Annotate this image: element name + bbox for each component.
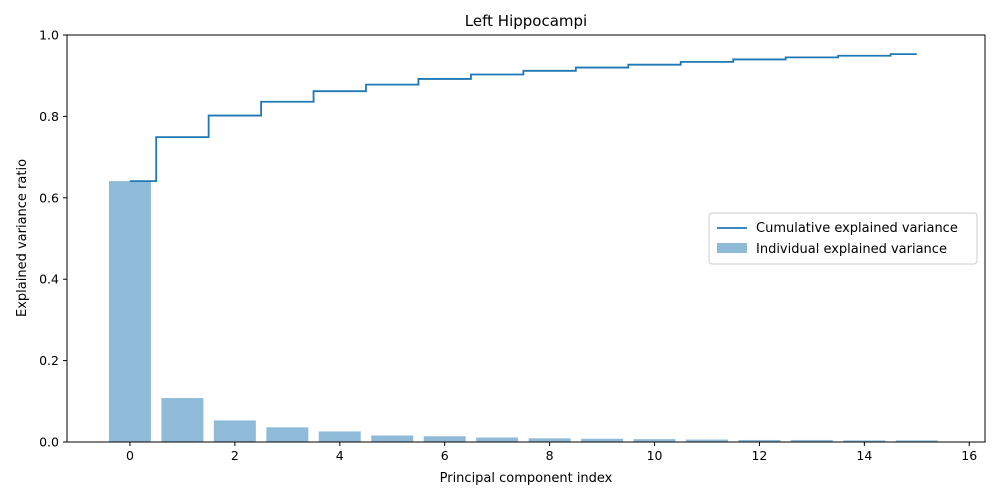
bar-pc-14 [843,440,886,442]
x-tick-label: 2 [231,448,239,463]
bar-pc-13 [790,439,833,442]
cumulative-step-line [129,53,917,183]
x-tick-label: 6 [441,448,449,463]
bar-pc-15 [895,440,938,442]
y-tick-label: 0.2 [39,353,59,368]
y-tick-label: 1.0 [39,28,59,43]
x-tick-label: 0 [126,448,134,463]
chart-title: Left Hippocampi [465,12,587,30]
bar-pc-11 [685,439,728,442]
bar-pc-6 [423,436,466,442]
bar-pc-9 [581,438,624,442]
bar-pc-7 [476,437,519,442]
legend-label-individual: Individual explained variance [756,242,947,257]
y-tick-label: 0.8 [39,109,59,124]
x-tick-label: 14 [856,448,872,463]
x-tick-label: 4 [336,448,344,463]
bar-pc-12 [738,439,781,442]
x-tick-label: 12 [751,448,767,463]
y-tick-label: 0.0 [39,435,59,450]
x-axis-label: Principal component index [440,471,613,486]
plot-frame [66,34,986,443]
bar-pc-10 [633,439,676,442]
bar-pc-2 [213,420,256,442]
cumulative-step-series [129,53,917,183]
bar-series [108,181,938,442]
y-axis-ticks: 0.0 0.2 0.4 0.6 0.8 1.0 [39,28,67,450]
y-axis-label: Explained variance ratio [15,159,30,317]
x-tick-label: 10 [647,448,663,463]
bar-pc-8 [528,438,571,442]
legend-label-cumulative: Cumulative explained variance [756,221,958,236]
legend: Cumulative explained variance Individual… [708,212,978,265]
y-tick-label: 0.4 [39,272,59,287]
bar-pc-0 [108,181,151,442]
x-axis-ticks: 0 2 4 6 8 10 12 14 16 [126,442,977,463]
legend-bar-swatch [717,243,747,253]
bar-pc-1 [161,398,204,442]
x-tick-label: 16 [961,448,977,463]
legend-box [708,212,978,265]
bar-pc-5 [371,435,414,442]
bar-pc-3 [266,427,309,442]
x-tick-label: 8 [546,448,554,463]
y-tick-label: 0.6 [39,190,59,205]
bar-pc-4 [318,431,361,442]
